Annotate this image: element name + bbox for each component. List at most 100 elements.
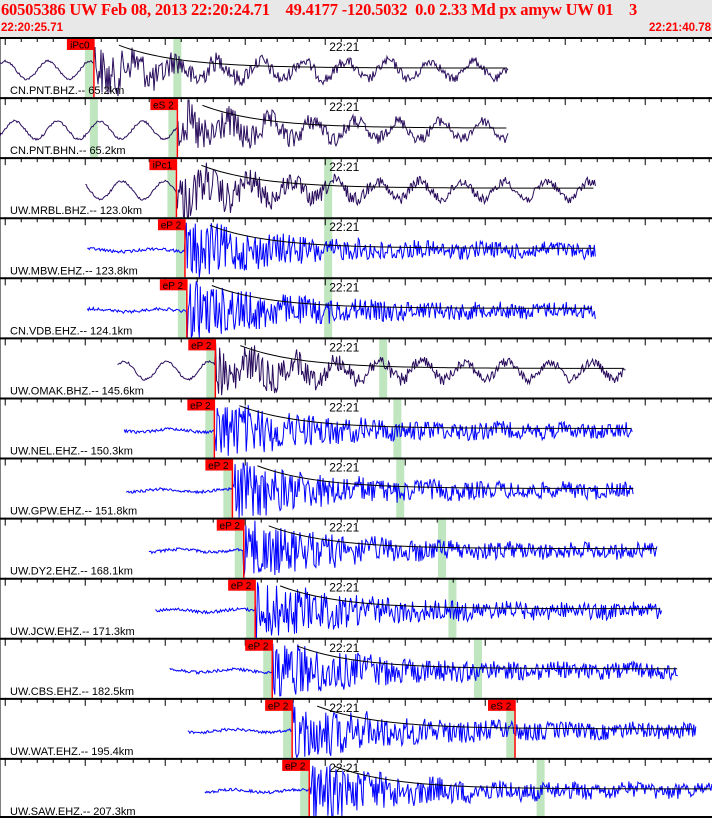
phase-pick-flag (187, 399, 215, 411)
phase-pick-flag (228, 579, 256, 591)
phase-pick-label: eP 2 (208, 461, 229, 472)
trace-panel: 22:21 eP 2 UW.GPW.EHZ.-- 151.8km (0, 457, 712, 518)
minute-label: 22:21 (329, 641, 359, 655)
phase-pick-label: eP 2 (231, 581, 252, 592)
phase-pick-label: eP 2 (191, 341, 212, 352)
phase-pick-label: eP 2 (268, 701, 289, 712)
phase-pick-flag (159, 279, 187, 291)
phase-pick-flag (265, 699, 293, 711)
coda-decay-curve (209, 224, 594, 249)
trace-label: UW.CBS.EHZ.-- 182.5km (10, 686, 134, 698)
phase-pick-flag (245, 639, 273, 651)
trace-panel: 22:21 eP 2 UW.OMAK.BHZ.-- 145.6km (0, 337, 712, 398)
minute-label: 22:21 (329, 340, 359, 354)
waveform (0, 46, 509, 97)
trace-label: UW.SAW.EHZ.-- 207.3km (10, 806, 136, 818)
minute-label: 22:21 (329, 521, 359, 535)
phase-pick-secondary-flag (488, 699, 516, 711)
trace-label: UW.MRBL.BHZ.-- 123.0km (10, 205, 142, 217)
event-title: 60505386 UW Feb 08, 2013 22:20:24.71 49.… (1, 0, 638, 19)
coda-decay-curve (240, 345, 625, 369)
minute-label: 22:21 (329, 220, 359, 234)
pick-window (263, 637, 272, 698)
minute-label: 22:21 (329, 40, 359, 54)
pick-window (300, 757, 309, 818)
coda-decay-curve (202, 104, 507, 129)
waveform (117, 342, 626, 396)
trace-label: UW.WAT.EHZ.-- 195.4km (10, 746, 133, 758)
trace-label: CN.VDB.EHZ.-- 124.1km (10, 325, 132, 337)
coda-decay-curve (257, 465, 634, 490)
coda-decay-curve (334, 765, 711, 790)
coda-decay-curve (211, 285, 592, 309)
waveform (123, 404, 633, 456)
phase-pick-label: eP 2 (220, 521, 241, 532)
phase-pick-label: eP 2 (163, 281, 184, 292)
phase-pick-flag (282, 759, 310, 771)
phase-pick-label: iPc1 (153, 161, 173, 172)
pick-window (283, 697, 292, 758)
trace-panel: 22:21 eP 2 UW.DY2.EHZ.-- 168.1km (0, 517, 712, 578)
phase-pick-label: eP 2 (285, 761, 306, 772)
coda-decay-curve (279, 585, 661, 610)
minute-label: 22:21 (329, 100, 359, 114)
pick-window (206, 337, 215, 398)
pick-window (246, 577, 255, 638)
phase-pick-secondary-label: eS 2 (491, 701, 512, 712)
waveform (87, 222, 596, 278)
pick-window (205, 397, 214, 458)
minute-label: 22:21 (329, 280, 359, 294)
phase-pick-label: iPc0 (70, 41, 90, 52)
pick-window (84, 37, 93, 98)
trace-panel: 22:21 iPc0 CN.PNT.BHZ.-- 65.2km (0, 37, 712, 98)
waveform (155, 582, 662, 638)
waveform (148, 520, 658, 578)
coda-decay-curve (239, 405, 632, 429)
minute-label: 22:21 (329, 701, 359, 715)
coda-decay-curve (316, 705, 694, 730)
trace-label: UW.NEL.EHZ.-- 150.3km (10, 446, 133, 458)
trace-panel: 22:21 eP 2 CN.VDB.EHZ.-- 124.1km (0, 277, 712, 338)
trace-label: UW.GPW.EHZ.-- 151.8km (10, 506, 137, 518)
trace-panel: 22:21 eP 2 eS 2 UW.WAT.EHZ.-- 195.4km (0, 697, 712, 760)
phase-pick-flag (150, 99, 178, 111)
phase-pick-flag (157, 219, 185, 231)
trace-panel: 22:21 iPc1 UW.MRBL.BHZ.-- 123.0km (0, 157, 712, 219)
phase-pick-flag (66, 39, 94, 50)
pick-window (175, 217, 184, 278)
waveform (0, 99, 509, 149)
minute-label: 22:21 (329, 581, 359, 595)
waveform (169, 643, 679, 697)
trace-panel: 22:21 eP 2 UW.JCW.EHZ.-- 171.3km (0, 577, 712, 638)
coda-window (393, 397, 402, 458)
phase-pick-flag (149, 159, 177, 171)
phase-pick-flag (188, 339, 216, 351)
pick-window (234, 517, 243, 578)
trace-label: UW.DY2.EHZ.-- 168.1km (10, 566, 133, 578)
pick-window (168, 97, 177, 158)
pick-window (223, 457, 232, 518)
coda-window (89, 97, 98, 158)
trace-panel: 22:21 eP 2 UW.CBS.EHZ.-- 182.5km (0, 637, 712, 698)
minute-label: 22:21 (329, 400, 359, 414)
header-bar: 60505386 UW Feb 08, 2013 22:20:24.71 49.… (0, 0, 712, 37)
waveform (187, 700, 697, 760)
end-time: 22:21:40.78 (648, 22, 711, 34)
trace-label: UW.MBW.EHZ.-- 123.8km (10, 265, 138, 277)
coda-window (379, 337, 388, 398)
start-time: 22:20:25.71 (1, 22, 64, 34)
trace-label: UW.OMAK.BHZ.-- 145.6km (10, 385, 144, 397)
coda-decay-curve (268, 525, 657, 550)
trace-panel: 22:21 eS 2 CN.PNT.BHN.-- 65.2km (0, 97, 712, 158)
waveform (204, 765, 712, 818)
minute-label: 22:21 (329, 160, 359, 174)
phase-pick-label: eP 2 (190, 401, 211, 412)
trace-label: CN.PNT.BHN.-- 65.2km (10, 145, 126, 157)
minute-label: 22:21 (329, 461, 359, 475)
trace-panel: 22:21 eP 2 UW.MBW.EHZ.-- 123.8km (0, 217, 712, 278)
pick-window (167, 157, 176, 218)
phase-pick-flag (216, 519, 244, 531)
coda-window (396, 457, 405, 518)
waveform (125, 462, 634, 518)
